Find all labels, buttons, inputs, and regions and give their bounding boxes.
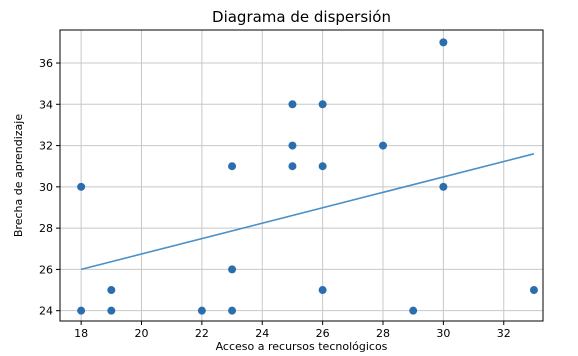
- trendline-group: [80, 153, 535, 271]
- x-tick-label: 26: [316, 327, 330, 340]
- data-point: [197, 306, 206, 315]
- data-point: [379, 141, 388, 150]
- y-tick-label: 26: [39, 263, 53, 276]
- data-point: [107, 286, 116, 295]
- data-point: [318, 286, 327, 295]
- data-point: [228, 306, 237, 315]
- axis-ticks: 18 20 22 24 26 28 30 32 24 26 28 30 32 34 36: [39, 57, 511, 340]
- data-point: [529, 286, 538, 295]
- y-tick-label: 30: [39, 181, 53, 194]
- x-tick-label: 28: [376, 327, 390, 340]
- x-tick-label: 18: [74, 327, 88, 340]
- data-point: [409, 306, 418, 315]
- data-point: [288, 162, 297, 171]
- chart-title: Diagrama de dispersión: [212, 8, 391, 26]
- data-point: [318, 100, 327, 109]
- data-point: [439, 38, 448, 47]
- y-tick-label: 28: [39, 222, 53, 235]
- data-point: [318, 162, 327, 171]
- y-tick-label: 24: [39, 305, 53, 318]
- data-point: [439, 182, 448, 191]
- data-point: [107, 306, 116, 315]
- trendline: [80, 153, 535, 271]
- y-tick-label: 32: [39, 140, 53, 153]
- plot-frame: [59, 29, 544, 322]
- x-tick-label: 22: [195, 327, 209, 340]
- data-points: [77, 38, 538, 315]
- x-tick-label: 30: [436, 327, 450, 340]
- x-axis-label: Acceso a recursos tecnológicos: [216, 340, 388, 353]
- data-point: [228, 162, 237, 171]
- data-point: [77, 306, 86, 315]
- x-tick-label: 32: [497, 327, 511, 340]
- data-point: [228, 265, 237, 274]
- data-point: [77, 182, 86, 191]
- y-tick-label: 36: [39, 57, 53, 70]
- data-point: [288, 141, 297, 150]
- grid: [60, 30, 543, 321]
- y-tick-label: 34: [39, 98, 53, 111]
- x-tick-label: 24: [255, 327, 269, 340]
- x-tick-label: 20: [135, 327, 149, 340]
- data-point: [288, 100, 297, 109]
- y-axis-label: Brecha de aprendizaje: [12, 114, 25, 237]
